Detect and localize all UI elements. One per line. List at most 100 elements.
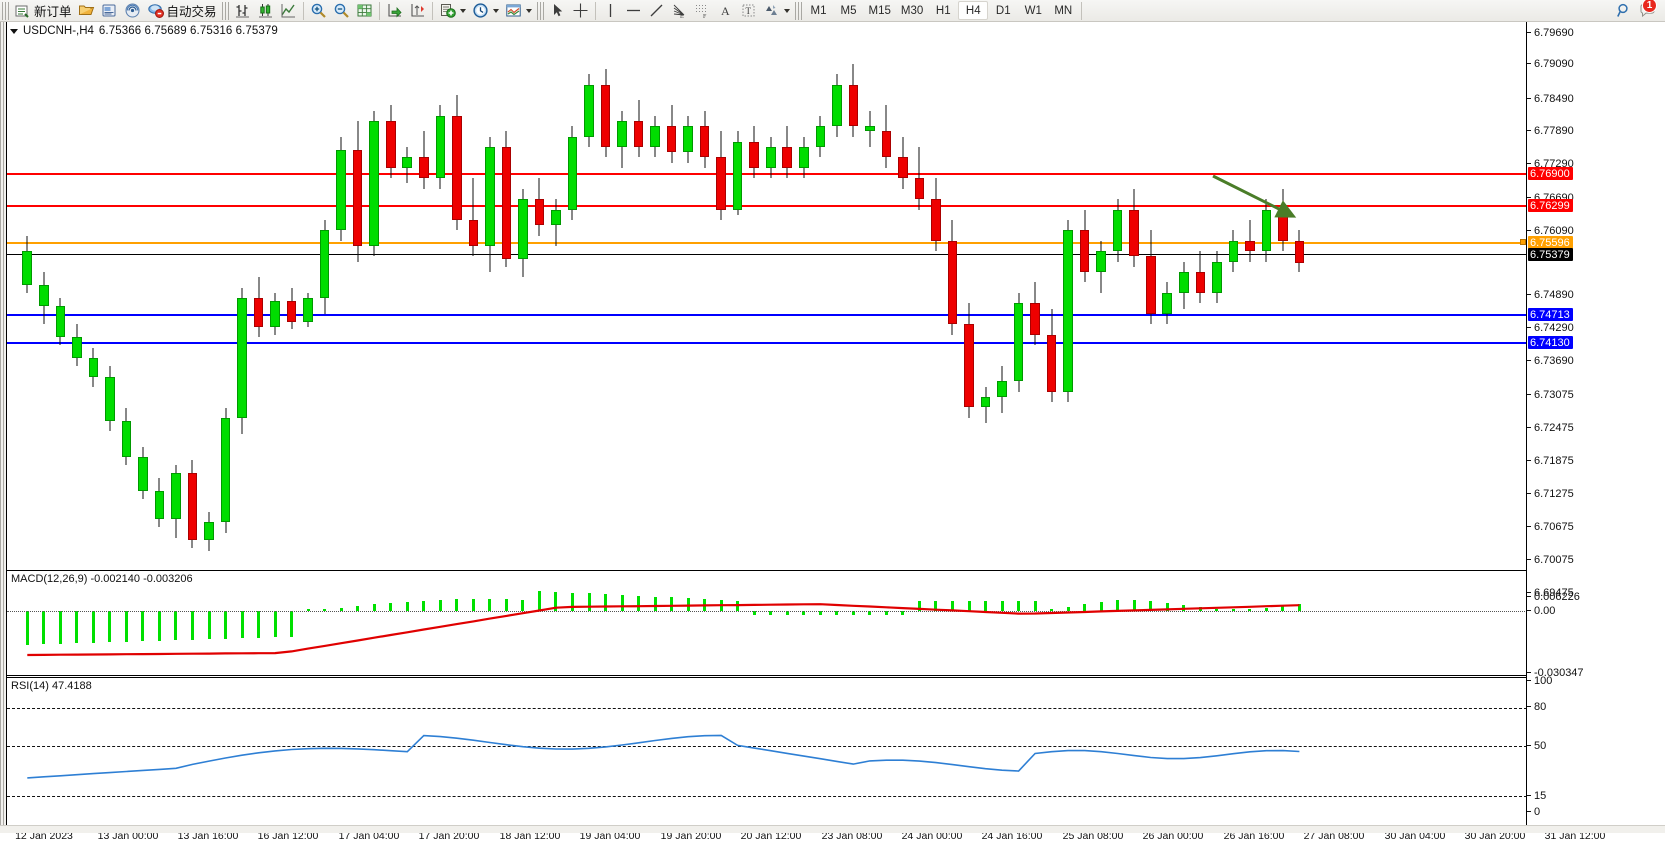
macd-histogram-bar bbox=[1165, 602, 1169, 611]
level-line-orange[interactable] bbox=[7, 242, 1526, 244]
macd-histogram-bar bbox=[124, 611, 128, 642]
text-button[interactable]: A bbox=[714, 1, 737, 21]
tab-timeframe-m5[interactable]: M5 bbox=[840, 4, 857, 17]
candlestick bbox=[303, 292, 313, 327]
candlestick-button[interactable] bbox=[254, 1, 277, 21]
macd-histogram-bar bbox=[851, 611, 855, 615]
toolbar-grip[interactable] bbox=[2, 1, 9, 20]
tab-timeframe-w1[interactable]: W1 bbox=[1024, 4, 1042, 17]
crosshair-button[interactable] bbox=[569, 1, 592, 21]
candlestick bbox=[1278, 188, 1288, 252]
tab-timeframe-d1[interactable]: D1 bbox=[995, 4, 1011, 17]
period-dropdown-arrow[interactable] bbox=[492, 8, 499, 13]
price-level-label-black[interactable]: 6.75379 bbox=[1528, 248, 1573, 261]
bar-chart-button[interactable] bbox=[231, 1, 254, 21]
level-line-blue[interactable] bbox=[7, 342, 1526, 344]
add-indicator-dropdown-arrow[interactable] bbox=[459, 8, 466, 13]
macd-tick: 0.006226 bbox=[1527, 590, 1580, 603]
candle-body bbox=[253, 298, 264, 327]
objects-dropdown-arrow[interactable] bbox=[783, 8, 790, 13]
zoom-out-button[interactable] bbox=[330, 1, 353, 21]
templates-dropdown-arrow[interactable] bbox=[525, 8, 532, 13]
chart-left-grip[interactable] bbox=[0, 22, 6, 833]
tab-timeframe-m1[interactable]: M1 bbox=[810, 4, 827, 17]
shift-chart-button[interactable] bbox=[383, 1, 406, 21]
macd-histogram-bar bbox=[438, 600, 442, 611]
macd-pane[interactable]: MACD(12,26,9) -0.002140 -0.003206 bbox=[7, 570, 1526, 676]
signal-button[interactable] bbox=[121, 1, 144, 21]
autoscroll-button[interactable] bbox=[406, 1, 429, 21]
toolbar-grip-2[interactable] bbox=[221, 1, 229, 20]
candlestick bbox=[848, 63, 859, 137]
price-level-label-red[interactable]: 6.76299 bbox=[1528, 199, 1573, 212]
candlestick bbox=[914, 147, 925, 210]
candlestick bbox=[782, 126, 793, 179]
macd-label: MACD(12,26,9) -0.002140 -0.003206 bbox=[11, 573, 193, 585]
tab-timeframe-h4[interactable]: H4 bbox=[958, 1, 989, 20]
cursor-button[interactable] bbox=[546, 1, 569, 21]
price-pane[interactable] bbox=[7, 22, 1526, 569]
period-button[interactable] bbox=[469, 1, 502, 21]
candle-body bbox=[798, 147, 809, 168]
level-line-red[interactable] bbox=[7, 205, 1526, 207]
text-label-button[interactable]: T bbox=[737, 1, 760, 21]
hline-button[interactable] bbox=[622, 1, 645, 21]
chart-plot-area[interactable]: USDCNH-,H4 6.75366 6.75689 6.75316 6.753… bbox=[6, 22, 1526, 833]
candlestick bbox=[518, 188, 528, 278]
candlestick bbox=[964, 303, 974, 418]
macd-histogram-bar bbox=[389, 603, 393, 611]
macd-histogram-bar bbox=[537, 591, 541, 611]
zoom-in-button[interactable] bbox=[307, 1, 330, 21]
toolbar-grip-3[interactable] bbox=[536, 1, 544, 20]
templates-button[interactable] bbox=[502, 1, 535, 21]
level-line-black[interactable] bbox=[7, 254, 1526, 255]
candle-body bbox=[534, 199, 545, 226]
candlestick bbox=[72, 324, 82, 366]
macd-histogram-bar bbox=[554, 591, 558, 611]
folder-button[interactable] bbox=[75, 1, 98, 21]
add-indicator-button[interactable] bbox=[436, 1, 469, 21]
tab-timeframe-mn[interactable]: MN bbox=[1054, 4, 1073, 17]
tab-timeframe-m30[interactable]: M30 bbox=[900, 4, 924, 17]
pivot-line-handle[interactable] bbox=[1520, 239, 1526, 245]
trendline-button[interactable] bbox=[645, 1, 668, 21]
rsi-guide-80 bbox=[7, 708, 1526, 709]
macd-histogram-bar bbox=[290, 611, 294, 637]
candle-body bbox=[72, 337, 82, 358]
macd-histogram-bar bbox=[835, 611, 839, 615]
toolbar-grip-4[interactable] bbox=[794, 1, 802, 20]
new-order-button[interactable]: 新订单 bbox=[11, 1, 75, 21]
auto-trading-button[interactable]: 自动交易 bbox=[144, 1, 220, 21]
tab-timeframe-h1[interactable]: H1 bbox=[935, 4, 951, 17]
candle-body bbox=[1294, 240, 1305, 263]
price-tick: 6.73690 bbox=[1527, 354, 1574, 367]
price-level-label-orange[interactable]: 6.75596 bbox=[1528, 236, 1573, 249]
macd-histogram-bar bbox=[984, 601, 988, 611]
tab-timeframe-m15[interactable]: M15 bbox=[868, 4, 891, 17]
fibonacci-button[interactable]: E bbox=[668, 1, 691, 21]
price-axis[interactable]: 6.79690 6.79090 6.78490 6.77890 6.77290 6.766… bbox=[1526, 22, 1665, 833]
macd-histogram-bar bbox=[1099, 601, 1103, 611]
price-level-label-blue[interactable]: 6.74130 bbox=[1528, 336, 1573, 349]
line-chart-button[interactable] bbox=[277, 1, 300, 21]
channel-button[interactable]: F bbox=[691, 1, 714, 21]
macd-histogram-bar bbox=[323, 609, 327, 611]
price-level-label-red[interactable]: 6.76900 bbox=[1528, 167, 1573, 180]
level-line-red[interactable] bbox=[7, 173, 1526, 175]
grid-button[interactable] bbox=[353, 1, 376, 21]
candlestick bbox=[683, 115, 693, 163]
chart-menu-caret-icon[interactable] bbox=[10, 28, 18, 34]
chat-button[interactable]: 1 bbox=[1636, 0, 1659, 21]
search-button[interactable] bbox=[1613, 1, 1636, 21]
candlestick bbox=[402, 147, 413, 184]
vline-button[interactable] bbox=[599, 1, 622, 21]
main-toolbar: 新订单 自动交易 bbox=[0, 0, 1665, 22]
macd-histogram-bar bbox=[934, 601, 938, 611]
level-line-blue[interactable] bbox=[7, 314, 1526, 316]
objects-button[interactable] bbox=[760, 1, 793, 21]
period-icon bbox=[472, 3, 488, 18]
new-order-label: 新订单 bbox=[34, 5, 72, 19]
news-button[interactable] bbox=[98, 1, 121, 21]
rsi-pane[interactable]: RSI(14) 47.4188 bbox=[7, 677, 1526, 826]
price-level-label-blue[interactable]: 6.74713 bbox=[1528, 308, 1573, 321]
